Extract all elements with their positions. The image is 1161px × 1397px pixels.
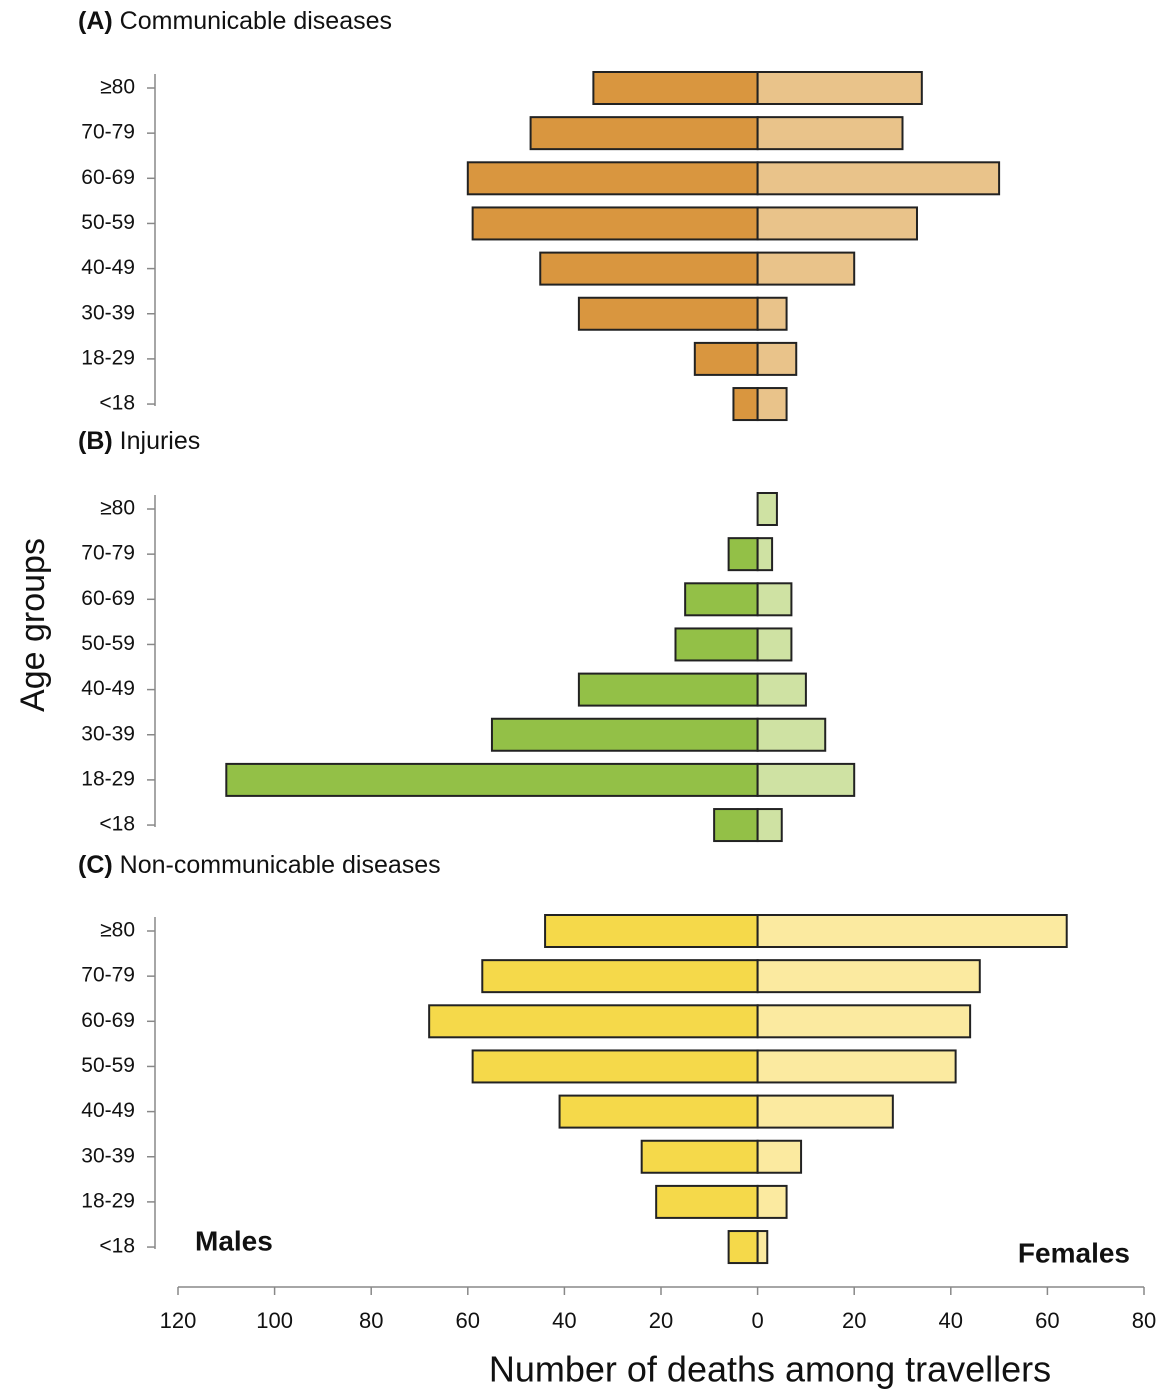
- female-bar: [756, 161, 1001, 196]
- female-bar: [756, 251, 856, 286]
- y-tick-label: <18: [99, 813, 135, 836]
- y-tick-label: 40-49: [81, 256, 135, 279]
- y-tick-label: 50-59: [81, 211, 135, 234]
- male-bar: [558, 1094, 759, 1129]
- female-bar: [756, 1139, 803, 1174]
- y-tick-label: 60-69: [81, 1009, 135, 1032]
- x-tick-label: 20: [649, 1308, 673, 1333]
- panel-title-text: Non-communicable diseases: [120, 851, 441, 879]
- female-bar: [756, 1094, 894, 1129]
- x-tick-label: 120: [160, 1308, 197, 1333]
- female-bar: [756, 296, 788, 331]
- male-bar: [727, 1230, 759, 1265]
- male-bar: [674, 627, 759, 662]
- female-bar: [756, 762, 856, 797]
- x-tick-label: 80: [1132, 1308, 1156, 1333]
- y-tick-label: ≥80: [100, 76, 135, 99]
- panel-label: (C): [78, 851, 113, 879]
- y-tick-label: 50-59: [81, 632, 135, 655]
- male-bar: [529, 116, 759, 151]
- y-tick-label: <18: [99, 1235, 135, 1258]
- panel-label: (B): [78, 427, 113, 455]
- panel-title: (B) Injuries: [78, 427, 200, 455]
- panel-title-text: Communicable diseases: [120, 7, 392, 35]
- x-tick-label: 80: [359, 1308, 383, 1333]
- panel-title: (C) Non-communicable diseases: [78, 851, 441, 879]
- y-tick-label: ≥80: [100, 919, 135, 942]
- male-bar: [693, 341, 759, 376]
- x-tick-label: 40: [939, 1308, 963, 1333]
- male-bar: [539, 251, 759, 286]
- y-tick-label: <18: [99, 392, 135, 415]
- female-bar: [756, 71, 923, 105]
- female-bar: [756, 959, 981, 994]
- y-tick-label: 40-49: [81, 1099, 135, 1122]
- male-bar: [640, 1139, 759, 1174]
- female-bar: [756, 341, 798, 376]
- y-tick-label: 18-29: [81, 346, 135, 369]
- female-bar: [756, 627, 793, 662]
- male-bar: [481, 959, 759, 994]
- male-bar: [577, 672, 759, 707]
- x-tick-label: 0: [751, 1308, 763, 1333]
- x-axis-title: Number of deaths among travellers: [489, 1349, 1051, 1390]
- y-tick-label: ≥80: [100, 497, 135, 520]
- female-bar: [756, 1004, 972, 1039]
- y-tick-label: 40-49: [81, 677, 135, 700]
- male-bar: [684, 582, 759, 617]
- panel-label: (A): [78, 7, 113, 35]
- male-bar: [471, 1049, 759, 1084]
- male-bar: [471, 206, 759, 241]
- y-tick-label: 18-29: [81, 767, 135, 790]
- female-bar: [756, 1184, 788, 1219]
- y-tick-label: 70-79: [81, 121, 135, 144]
- x-tick-label: 40: [552, 1308, 576, 1333]
- female-bar: [756, 1049, 957, 1084]
- male-bar: [732, 387, 759, 422]
- male-bar: [466, 161, 759, 196]
- male-bar: [225, 762, 759, 797]
- male-bar: [655, 1184, 759, 1219]
- y-tick-label: 30-39: [81, 1144, 135, 1167]
- male-bar: [428, 1004, 759, 1039]
- male-bar: [713, 808, 759, 843]
- y-tick-label: 70-79: [81, 964, 135, 987]
- legend-label: Females: [1018, 1237, 1130, 1268]
- female-bar: [756, 808, 783, 843]
- y-tick-label: 30-39: [81, 301, 135, 324]
- panel-title-text: Injuries: [120, 427, 201, 455]
- y-axis-title: Age groups: [14, 538, 52, 712]
- x-tick-label: 60: [1035, 1308, 1059, 1333]
- female-bar: [756, 206, 918, 241]
- male-bar: [727, 537, 759, 572]
- female-bar: [756, 914, 1068, 948]
- female-bar: [756, 1230, 769, 1265]
- y-tick-label: 18-29: [81, 1189, 135, 1212]
- female-bar: [756, 492, 778, 526]
- x-tick-label: 20: [842, 1308, 866, 1333]
- male-bar: [490, 717, 759, 752]
- female-bar: [756, 116, 904, 151]
- male-bar: [577, 296, 759, 331]
- x-tick-label: 100: [256, 1308, 293, 1333]
- y-tick-label: 70-79: [81, 542, 135, 565]
- y-tick-label: 60-69: [81, 166, 135, 189]
- female-bar: [756, 582, 793, 617]
- male-bar: [592, 71, 759, 105]
- legend-label: Males: [195, 1225, 273, 1256]
- female-bar: [756, 537, 774, 572]
- male-bar: [544, 914, 759, 948]
- y-tick-label: 60-69: [81, 587, 135, 610]
- y-tick-label: 50-59: [81, 1054, 135, 1077]
- y-tick-label: 30-39: [81, 722, 135, 745]
- panel-title: (A) Communicable diseases: [78, 7, 392, 35]
- female-bar: [756, 387, 788, 422]
- x-tick-label: 60: [456, 1308, 480, 1333]
- female-bar: [756, 717, 827, 752]
- female-bar: [756, 672, 807, 707]
